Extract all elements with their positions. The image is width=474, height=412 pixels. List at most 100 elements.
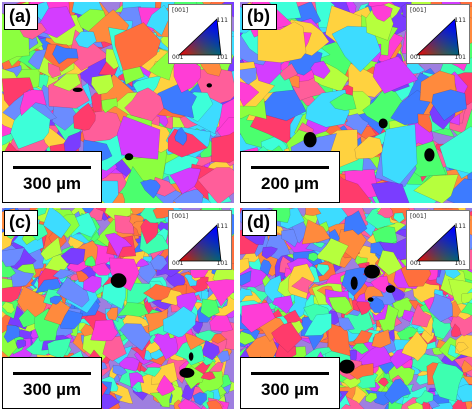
- grain: [310, 60, 331, 80]
- grain: [10, 104, 51, 150]
- pore: [367, 297, 374, 302]
- grain: [169, 167, 202, 195]
- grain: [314, 237, 349, 267]
- grain: [369, 297, 385, 314]
- grain: [328, 296, 353, 315]
- grain: [259, 259, 272, 276]
- grain: [443, 178, 472, 203]
- ipf-101-label: 101: [454, 54, 466, 61]
- pore: [188, 352, 194, 361]
- grain: [240, 331, 257, 346]
- scale-bar-text: 300 µm: [23, 174, 81, 193]
- grain: [439, 126, 472, 174]
- grain: [414, 390, 434, 406]
- grain: [47, 62, 62, 79]
- grain: [279, 63, 299, 81]
- grain: [461, 292, 472, 304]
- panel-label: (b): [242, 4, 277, 30]
- ipf-legend: [001] 111 001 101: [406, 210, 470, 270]
- grain: [271, 322, 303, 353]
- grain: [162, 306, 196, 338]
- grain: [455, 342, 469, 353]
- scale-bar: 200 µm: [240, 151, 340, 203]
- grain: [3, 325, 21, 343]
- grain: [411, 303, 432, 328]
- grain: [119, 357, 140, 372]
- ebsd-panel-c: (c) [001] 111 001 101 300 µm: [2, 208, 234, 409]
- grain: [81, 208, 94, 214]
- grain: [74, 31, 97, 49]
- grain: [116, 115, 161, 160]
- grain: [240, 287, 253, 303]
- panel-label: (a): [4, 4, 38, 30]
- grain: [384, 378, 411, 405]
- pore: [364, 264, 380, 279]
- grain: [91, 74, 114, 95]
- grain: [75, 270, 89, 283]
- grain: [19, 89, 47, 117]
- grain: [52, 269, 76, 280]
- grain: [305, 208, 322, 216]
- grain: [140, 218, 159, 245]
- grain: [370, 4, 393, 22]
- pore: [385, 285, 396, 293]
- ipf-111-label: 111: [216, 17, 228, 24]
- ebsd-panel-b: (b) [001] 111 001 101 200 µm: [240, 2, 472, 203]
- grain: [406, 402, 424, 409]
- grain: [301, 219, 331, 245]
- grain: [128, 372, 145, 389]
- scale-bar-line: [251, 166, 329, 169]
- grain: [205, 279, 234, 307]
- scale-bar-line: [13, 372, 91, 375]
- grain: [84, 255, 97, 267]
- grain: [102, 333, 127, 362]
- grain: [112, 364, 128, 376]
- ipf-blue-overlay: [177, 18, 222, 56]
- grain: [200, 371, 216, 381]
- grain: [211, 131, 234, 163]
- grain: [90, 319, 119, 342]
- grain: [393, 212, 405, 223]
- grain: [143, 367, 162, 377]
- pore: [339, 359, 355, 374]
- scale-bar-line: [251, 372, 329, 375]
- grain: [307, 252, 318, 262]
- pore: [350, 276, 358, 290]
- ipf-triangle: [177, 224, 222, 262]
- grain: [431, 316, 452, 340]
- grain: [371, 181, 410, 203]
- grain: [261, 246, 278, 260]
- grain: [91, 262, 112, 276]
- grain: [116, 302, 149, 317]
- ipf-blue-overlay: [177, 224, 222, 262]
- ipf-101-label: 101: [216, 54, 228, 61]
- ebsd-panel-a: (a) [001] 111 001 101 300 µm: [2, 2, 234, 203]
- ipf-triangle: [415, 224, 460, 262]
- ipf-triangle: [415, 18, 460, 56]
- grain: [52, 44, 79, 65]
- ipf-triangle: [177, 18, 222, 56]
- ebsd-panel-d: (d) [001] 111 001 101 300 µm: [240, 208, 472, 409]
- grain: [272, 295, 294, 315]
- scale-bar-line: [13, 166, 91, 169]
- grain: [134, 258, 150, 268]
- grain: [413, 174, 459, 203]
- grain: [174, 126, 188, 146]
- scale-bar: 300 µm: [2, 357, 102, 409]
- grain: [43, 297, 71, 326]
- grain: [15, 339, 27, 349]
- ipf-legend: [001] 111 001 101: [168, 210, 232, 270]
- scale-bar-text: 300 µm: [23, 380, 81, 399]
- panel-label: (c): [4, 210, 38, 236]
- grain: [447, 344, 461, 358]
- grain: [377, 208, 394, 219]
- ipf-001-label: 001: [172, 54, 184, 61]
- grain: [2, 301, 16, 314]
- scale-bar-text: 300 µm: [261, 380, 319, 399]
- ipf-101-label: 101: [454, 260, 466, 267]
- grain: [2, 247, 25, 267]
- grain: [460, 302, 472, 316]
- grain: [329, 93, 357, 111]
- grain: [281, 228, 298, 248]
- grain: [352, 342, 370, 355]
